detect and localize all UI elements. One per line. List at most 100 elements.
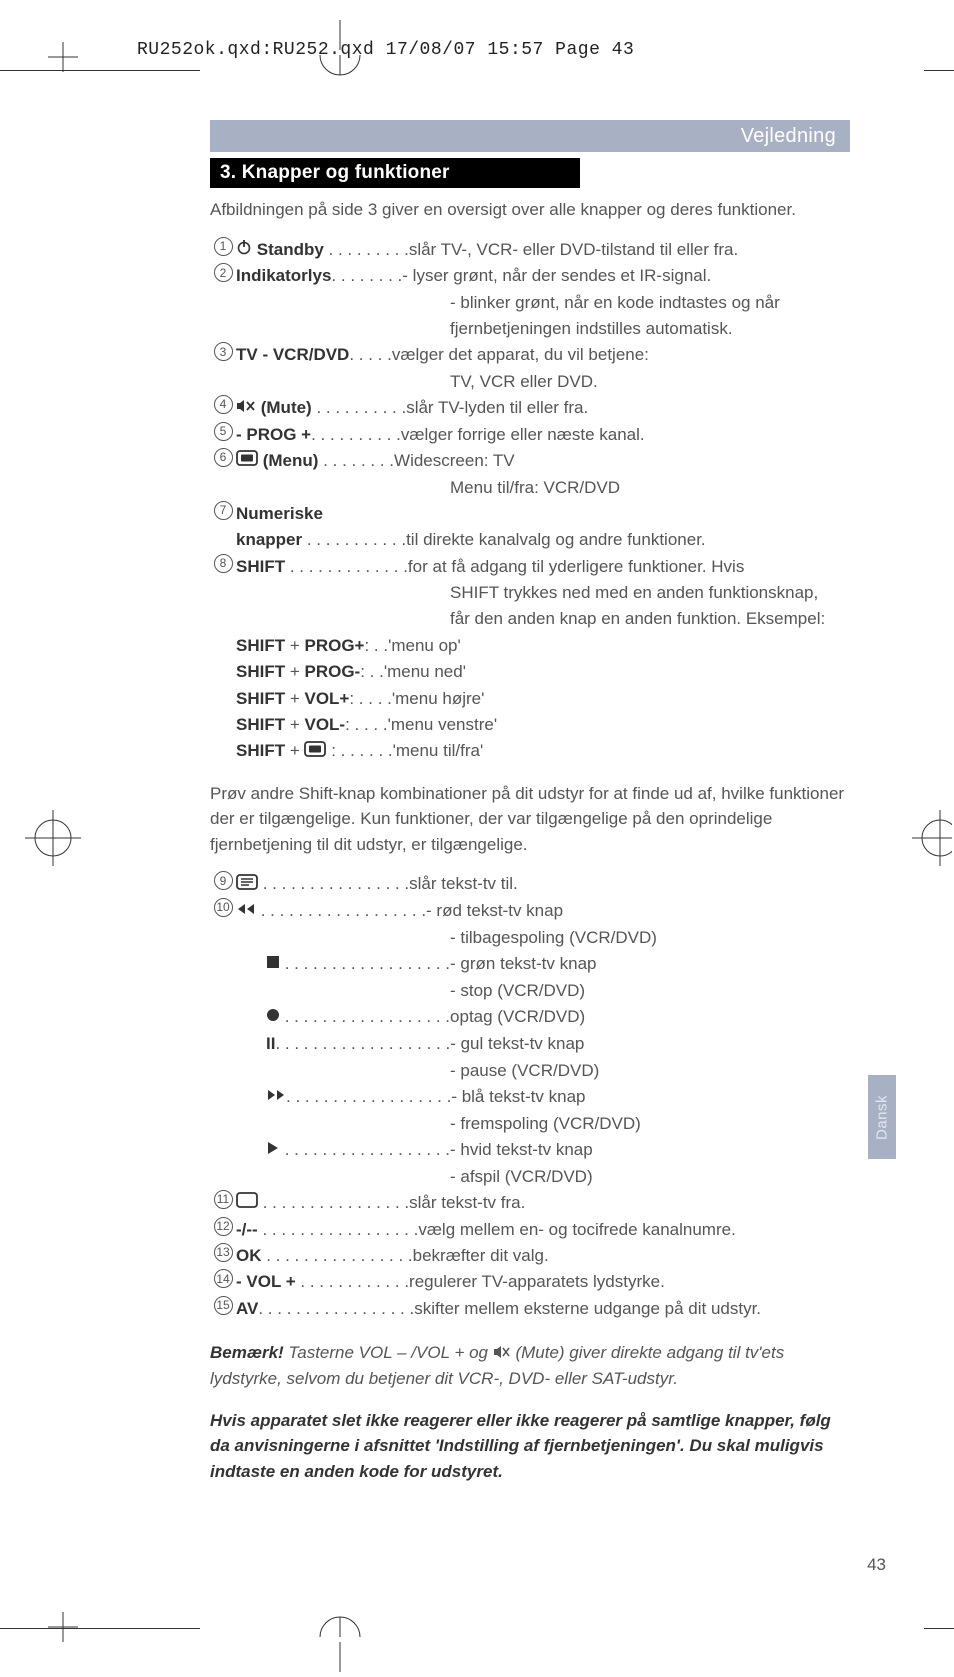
- desc: - hvid tekst-tv knap: [450, 1137, 593, 1163]
- symbol-row: . . . . . . . . . . . . . . . . . . - hv…: [210, 1137, 850, 1164]
- list-row: 11 . . . . . . . . . . . . . . . . slår …: [210, 1190, 850, 1217]
- reg-mark-right: [912, 810, 952, 866]
- continuation: - blinker grønt, når en kode indtastes o…: [210, 290, 850, 316]
- item-number: 14: [210, 1269, 236, 1288]
- key-label: Standby: [257, 240, 324, 259]
- shift-row: SHIFT + PROG-: . . 'menu ned': [210, 659, 850, 685]
- list-row: 7Numeriske: [210, 501, 850, 527]
- note-body: Tasterne VOL – /VOL + og: [284, 1343, 493, 1362]
- continuation: får den anden knap en anden funktion. Ek…: [210, 606, 850, 632]
- hairline-bottom-left: [0, 1628, 200, 1629]
- desc: - grøn tekst-tv knap: [450, 951, 596, 977]
- key-a: SHIFT: [236, 689, 285, 708]
- binding-mark-bottom: [310, 1612, 370, 1672]
- dots: . . . . . . . . . . . . .: [285, 557, 408, 576]
- key-label: Indikatorlys: [236, 266, 331, 285]
- dots: : . . . .: [349, 689, 392, 708]
- desc: for at få adgang til yderligere funktion…: [408, 554, 744, 580]
- key-b: VOL+: [304, 689, 349, 708]
- desc: Widescreen: TV: [394, 448, 515, 474]
- dots: . . . . . . . . . . . . . . . . . . .: [275, 1034, 450, 1053]
- dots: . . . . .: [349, 345, 392, 364]
- hairline-bottom-right: [924, 1628, 954, 1629]
- continuation: - fremspoling (VCR/DVD): [210, 1111, 850, 1137]
- item-number: 12: [210, 1217, 236, 1236]
- dots: : . .: [360, 662, 384, 681]
- list-row: 12-/-- . . . . . . . . . . . . . . . . .…: [210, 1217, 850, 1243]
- desc: slår TV-, VCR- eller DVD-tilstand til el…: [409, 237, 738, 263]
- dots: . . . . . . . . . . . . . . . . .: [258, 1220, 419, 1239]
- shift-row: SHIFT + PROG+: . . 'menu op': [210, 633, 850, 659]
- desc: slår TV-lyden til eller fra.: [406, 395, 588, 421]
- dots: : . . . . . .: [326, 741, 392, 760]
- list-row: 14- VOL + . . . . . . . . . . . . regule…: [210, 1269, 850, 1295]
- note-block: Bemærk! Tasterne VOL – /VOL + og (Mute) …: [210, 1340, 850, 1392]
- key-b: VOL-: [304, 715, 345, 734]
- language-tab: Dansk: [868, 1075, 896, 1159]
- key-label: (Menu): [263, 451, 319, 470]
- mute-icon: [236, 395, 256, 421]
- symbol-row: . . . . . . . . . . . . . . . . . . - bl…: [210, 1084, 850, 1111]
- dots: . . . . . . . . . . . . . . . . . .: [280, 1140, 450, 1159]
- desc: vælg mellem en- og tocifrede kanalnumre.: [418, 1217, 735, 1243]
- list-row: 3TV - VCR/DVD. . . . . vælger det appara…: [210, 342, 850, 368]
- desc: - gul tekst-tv knap: [450, 1031, 584, 1057]
- list-row: knapper . . . . . . . . . . . til direkt…: [210, 527, 850, 553]
- dots: . . . . . . . . . . . . . . . . . .: [286, 1087, 451, 1106]
- dots: . . . . . . . . . . . . . . . .: [262, 1246, 413, 1265]
- desc: vælger det apparat, du vil betjene:: [392, 342, 649, 368]
- item-number: 10: [210, 898, 236, 917]
- note-label: Bemærk!: [210, 1343, 284, 1362]
- key-a: SHIFT: [236, 662, 285, 681]
- page-number: 43: [867, 1555, 886, 1575]
- desc: til direkte kanalvalg og andre funktione…: [406, 527, 706, 553]
- key-b: PROG+: [304, 636, 364, 655]
- key-label: OK: [236, 1246, 262, 1265]
- continuation: Menu til/fra: VCR/DVD: [210, 475, 850, 501]
- key-label: Numeriske: [236, 504, 323, 523]
- item-number: 9: [210, 871, 236, 890]
- print-job-info: RU252ok.qxd:RU252.qxd 17/08/07 15:57 Pag…: [137, 40, 634, 60]
- final-paragraph: Hvis apparatet slet ikke reagerer eller …: [210, 1408, 850, 1485]
- continuation: TV, VCR eller DVD.: [210, 369, 850, 395]
- desc: - lyser grønt, når der sendes et IR-sign…: [402, 263, 711, 289]
- continuation: - afspil (VCR/DVD): [210, 1164, 850, 1190]
- item-number: 7: [210, 501, 236, 520]
- wide-icon: [304, 739, 326, 765]
- desc: slår tekst-tv fra.: [409, 1190, 525, 1216]
- guide-ribbon: Vejledning: [210, 120, 850, 152]
- rec-icon: [266, 1004, 280, 1030]
- dots: : . .: [364, 636, 388, 655]
- shift-row: SHIFT + : . . . . . . 'menu til/fra': [210, 738, 850, 765]
- continuation: - stop (VCR/DVD): [210, 978, 850, 1004]
- desc: 'menu ned': [384, 659, 466, 685]
- desc: vælger forrige eller næste kanal.: [401, 422, 645, 448]
- crop-mark-tl: [48, 42, 78, 72]
- ff-icon: [266, 1084, 286, 1110]
- ttxt-off-icon: [236, 1190, 258, 1216]
- dots: . . . . . . . . . .: [312, 398, 406, 417]
- dots: . . . . . . . . . . . . . . . .: [263, 1193, 409, 1212]
- stop-icon: [266, 951, 280, 977]
- dots: . . . . . . . . . . .: [302, 530, 406, 549]
- dots: . . . . . . . .: [331, 266, 402, 285]
- key-a: SHIFT: [236, 636, 285, 655]
- symbol-row: . . . . . . . . . . . . . . . . . . - gr…: [210, 951, 850, 978]
- desc: 'menu højre': [392, 686, 484, 712]
- list-row: 9 . . . . . . . . . . . . . . . . slår t…: [210, 871, 850, 898]
- desc: skifter mellem eksterne udgange på dit u…: [414, 1296, 761, 1322]
- crop-mark-bl: [48, 1612, 78, 1642]
- section-title: 3. Knapper og funktioner: [210, 158, 580, 188]
- list-row: 6 (Menu) . . . . . . . . Widescreen: TV: [210, 448, 850, 475]
- item-number: 11: [210, 1190, 236, 1209]
- list-row: 2Indikatorlys. . . . . . . . - lyser grø…: [210, 263, 850, 289]
- item-number: 15: [210, 1296, 236, 1315]
- dots: : . . . .: [345, 715, 388, 734]
- dots: . . . . . . . . . . . . . . . . . .: [280, 954, 450, 973]
- shift-row: SHIFT + VOL-: . . . . 'menu venstre': [210, 712, 850, 738]
- hairline-top-left: [0, 70, 200, 71]
- key-a: SHIFT: [236, 741, 285, 760]
- rew-icon: [236, 898, 256, 924]
- dots: . . . . . . . . . . . . . . . . .: [258, 1299, 414, 1318]
- item-number: 2: [210, 263, 236, 282]
